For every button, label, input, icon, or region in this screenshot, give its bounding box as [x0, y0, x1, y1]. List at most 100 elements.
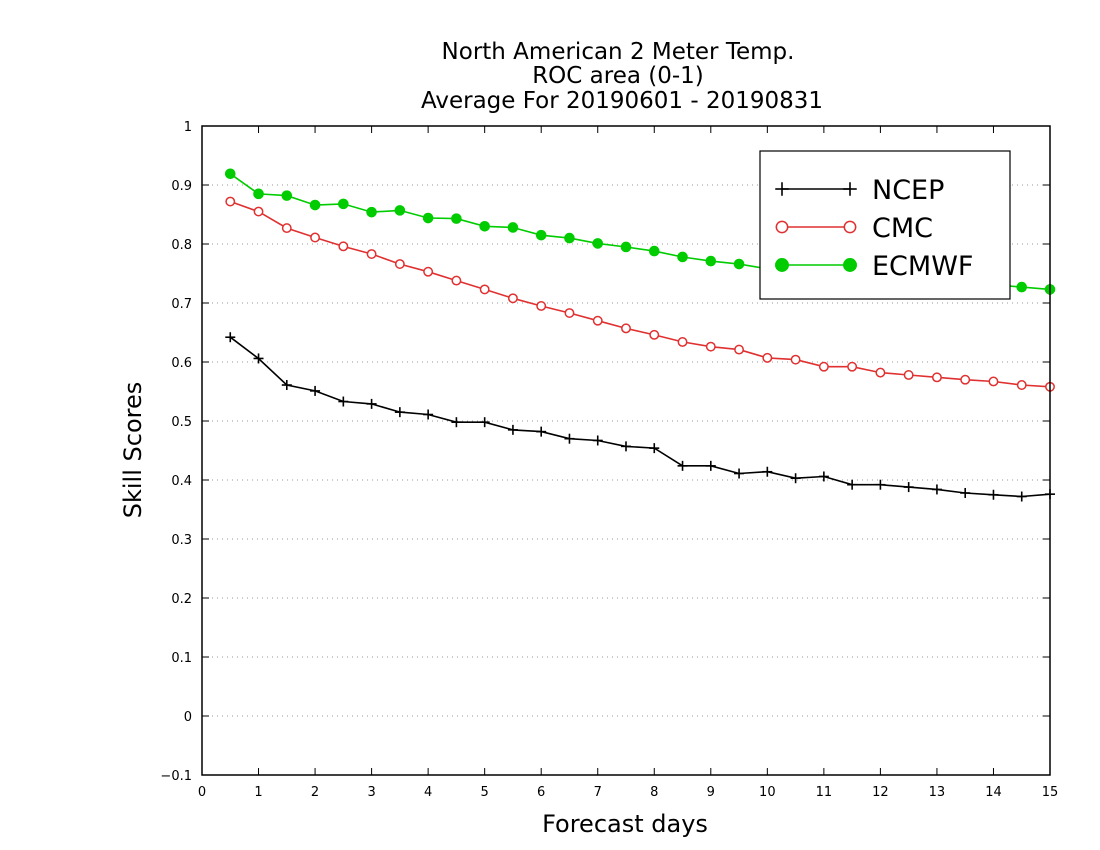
x-tick-label: 6 — [537, 785, 545, 800]
data-point-ecmwf — [451, 213, 462, 224]
data-point-ncep — [762, 466, 773, 477]
data-point-ecmwf — [648, 245, 660, 257]
data-point-ncep — [649, 443, 660, 454]
y-tick-label: 0.4 — [171, 474, 192, 489]
data-point-cmc — [281, 223, 292, 234]
legend-item-cmc: CMC — [775, 213, 933, 244]
data-point-ncep — [536, 426, 547, 437]
data-point-ecmwf — [1016, 281, 1028, 293]
data-point-ncep — [903, 482, 914, 493]
y-tick-label: −0.1 — [160, 769, 192, 784]
x-tick-label: 5 — [481, 785, 489, 800]
legend-marker — [843, 258, 857, 272]
data-point-ncep — [960, 487, 971, 498]
data-point-cmc — [366, 249, 377, 259]
data-point-ncep — [366, 398, 377, 409]
x-tick-label: 12 — [872, 785, 889, 800]
legend-label: NCEP — [872, 175, 944, 206]
series-ncep — [225, 332, 1055, 502]
data-point-cmc — [818, 361, 829, 372]
data-point-cmc — [225, 196, 236, 207]
data-point-ncep — [734, 468, 745, 479]
data-point-ncep — [310, 385, 321, 396]
series-line-ncep — [229, 336, 1051, 498]
data-point-ecmwf — [338, 198, 349, 210]
y-axis-label: Skill Scores — [119, 382, 147, 519]
data-point-ecmwf — [394, 205, 406, 216]
x-tick-label: 14 — [985, 785, 1002, 800]
data-point-ncep — [253, 353, 264, 364]
data-point-ecmwf — [677, 251, 688, 263]
data-point-cmc — [451, 275, 462, 286]
data-point-ncep — [451, 417, 462, 428]
data-point-ncep — [281, 380, 292, 391]
data-point-ncep — [705, 460, 716, 471]
data-point-ecmwf — [705, 255, 717, 267]
data-point-cmc — [423, 266, 434, 277]
data-point-cmc — [564, 308, 575, 318]
data-point-cmc — [960, 374, 971, 385]
x-tick-label: 1 — [254, 785, 262, 800]
axis-ticks: −0.100.10.20.30.40.50.60.70.80.910 1 2 3 4 5 6… — [160, 120, 1058, 800]
series-cmc — [225, 196, 1055, 392]
data-point-ecmwf — [564, 232, 575, 244]
data-point-ncep — [875, 479, 886, 490]
x-tick-label: 10 — [759, 785, 776, 800]
x-tick-label: 0 — [198, 785, 206, 800]
data-point-ecmwf — [620, 241, 632, 253]
data-point-cmc — [847, 361, 858, 372]
data-point-ncep — [423, 409, 434, 420]
data-point-ncep — [1016, 491, 1027, 502]
x-axis-label: Forecast days — [542, 810, 708, 838]
y-tick-label: 1 — [184, 120, 192, 135]
x-tick-label: 8 — [650, 785, 658, 800]
data-point-cmc — [592, 315, 603, 326]
chart-title-line-3: Average For 20190601 - 20190831 — [421, 88, 823, 114]
data-point-cmc — [394, 259, 405, 270]
data-point-cmc — [649, 329, 660, 340]
y-tick-label: 0.2 — [171, 592, 192, 607]
data-point-ecmwf — [253, 188, 264, 200]
data-point-ecmwf — [422, 212, 434, 224]
data-point-cmc — [479, 284, 490, 295]
data-point-ecmwf — [366, 206, 377, 218]
legend-box — [759, 150, 1011, 300]
x-tick-label: 13 — [929, 785, 946, 800]
data-point-cmc — [1016, 380, 1027, 390]
data-point-cmc — [903, 370, 914, 380]
data-point-cmc — [875, 367, 886, 378]
data-point-ncep — [338, 396, 349, 407]
y-tick-label: 0.9 — [171, 179, 192, 194]
data-point-ecmwf — [535, 229, 547, 241]
y-tick-label: 0 — [184, 710, 192, 725]
chart-title-line-1: North American 2 Meter Temp. — [442, 39, 795, 65]
data-point-cmc — [734, 344, 745, 355]
data-point-cmc — [790, 354, 801, 365]
data-point-ncep — [225, 332, 236, 343]
data-point-ncep — [507, 424, 518, 435]
data-point-cmc — [677, 336, 688, 347]
legend-item-ncep: NCEP — [775, 175, 944, 206]
legend-label: ECMWF — [872, 251, 973, 282]
data-point-ncep — [677, 460, 688, 471]
data-point-cmc — [621, 323, 631, 334]
plot-frame — [201, 125, 1051, 776]
x-tick-label: 2 — [311, 785, 319, 800]
data-point-cmc — [536, 301, 547, 311]
data-point-ncep — [479, 417, 490, 428]
data-point-cmc — [705, 341, 716, 352]
data-point-ecmwf — [281, 190, 293, 201]
data-point-ecmwf — [592, 238, 604, 249]
data-point-ncep — [818, 471, 829, 482]
data-point-ecmwf — [733, 258, 745, 270]
data-point-cmc — [253, 206, 264, 217]
x-tick-label: 11 — [816, 785, 833, 800]
data-point-cmc — [507, 293, 518, 304]
legend-marker — [775, 182, 789, 196]
y-tick-label: 0.5 — [171, 415, 192, 430]
data-point-ncep — [790, 473, 801, 484]
chart-title-line-2: ROC area (0-1) — [532, 63, 704, 89]
data-point-ncep — [394, 407, 405, 418]
data-point-ecmwf — [507, 222, 519, 233]
